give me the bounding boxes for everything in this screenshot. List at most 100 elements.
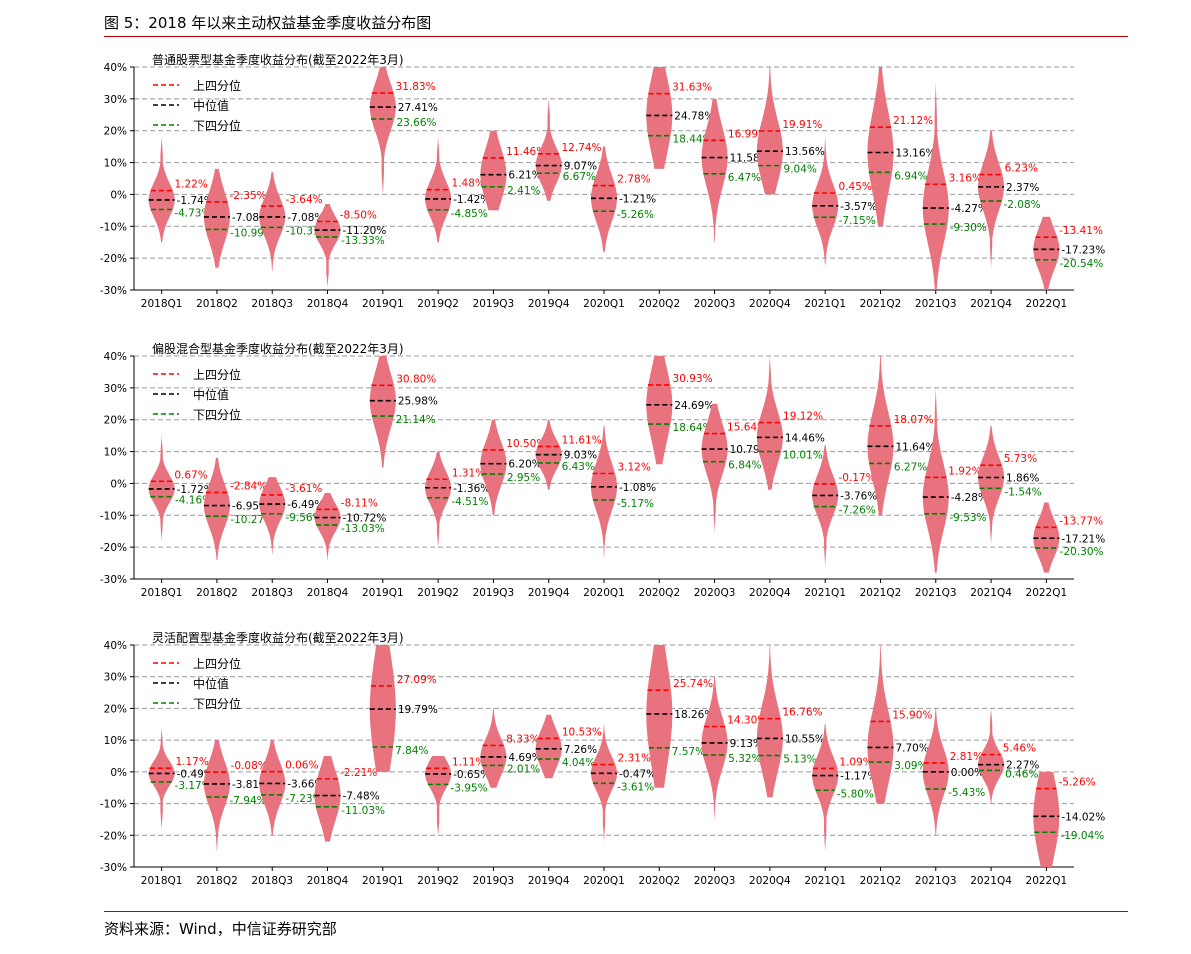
x-tick-label: 2018Q2 [196, 587, 238, 599]
violin-2021Q1 [812, 724, 839, 852]
x-tick-label: 2021Q3 [915, 875, 957, 887]
median-label: -7.08% [287, 212, 324, 224]
upper-quartile-label: 10.50% [506, 438, 546, 450]
median-label: 0.00% [951, 767, 984, 779]
lower-quartile-label: 2.41% [507, 185, 540, 197]
x-tick-label: 2019Q4 [528, 875, 570, 887]
y-tick-label: 40% [104, 62, 127, 74]
median-label: 7.70% [895, 742, 928, 754]
x-tick-label: 2020Q2 [638, 875, 680, 887]
lower-quartile-label: 21.14% [396, 414, 436, 426]
upper-quartile-label: 1.31% [452, 467, 485, 479]
lower-quartile-label: 9.04% [784, 164, 817, 176]
upper-quartile-label: 19.91% [782, 119, 822, 131]
upper-quartile-label: 2.31% [618, 753, 651, 765]
median-label: -4.28% [951, 492, 988, 504]
upper-quartile-label: 5.73% [1004, 453, 1037, 465]
lower-quartile-label: 2.01% [507, 763, 540, 775]
median-label: 1.86% [1006, 473, 1039, 485]
x-tick-label: 2020Q3 [694, 587, 736, 599]
violin-2020Q1 [591, 146, 617, 252]
y-tick-label: 0% [110, 478, 127, 490]
violin-2022Q1 [1033, 771, 1060, 867]
violin-2018Q2 [204, 457, 230, 560]
upper-quartile-label: 18.07% [894, 414, 934, 426]
x-tick-label: 2018Q2 [196, 875, 238, 887]
x-tick-label: 2019Q1 [362, 587, 404, 599]
x-tick-label: 2021Q1 [804, 875, 846, 887]
x-tick-label: 2022Q1 [1026, 298, 1068, 310]
legend-label: 中位值 [193, 98, 229, 113]
median-label: -17.23% [1061, 244, 1105, 256]
lower-quartile-label: 18.64% [673, 422, 713, 434]
lower-quartile-label: 2.95% [507, 472, 540, 484]
median-label: -1.36% [453, 483, 490, 495]
figure-title: 图 5：2018 年以来主动权益基金季度收益分布图 [104, 14, 432, 32]
x-tick-label: 2018Q4 [307, 875, 349, 887]
median-label: -0.47% [619, 768, 656, 780]
y-tick-label: -10% [100, 510, 127, 522]
median-label: 2.37% [1006, 182, 1039, 194]
x-tick-label: 2019Q2 [417, 875, 459, 887]
source-note: 资料来源：Wind，中信证券研究部 [104, 920, 337, 938]
median-label: 13.16% [895, 148, 935, 160]
violin-2018Q2 [203, 740, 230, 852]
upper-quartile-label: 10.53% [562, 726, 602, 738]
violin-2019Q2 [425, 451, 452, 548]
upper-quartile-label: 16.99% [728, 128, 768, 140]
y-tick-label: 40% [104, 640, 127, 652]
lower-quartile-label: -5.26% [617, 209, 654, 221]
y-tick-label: -10% [100, 799, 127, 811]
violin-2021Q3 [922, 708, 949, 836]
upper-quartile-label: 11.61% [562, 434, 602, 446]
x-tick-label: 2018Q4 [307, 587, 349, 599]
median-label: -1.08% [619, 482, 656, 494]
upper-quartile-label: -8.11% [341, 497, 378, 509]
median-label: -14.02% [1061, 811, 1105, 823]
lower-quartile-label: 4.04% [562, 757, 595, 769]
x-tick-label: 2020Q1 [583, 875, 625, 887]
upper-quartile-label: 2.81% [950, 751, 983, 763]
x-tick-label: 2021Q4 [970, 875, 1012, 887]
violin-2019Q2 [425, 756, 452, 836]
upper-quartile-label: 3.12% [617, 461, 650, 473]
upper-quartile-label: 12.74% [562, 142, 602, 154]
x-tick-label: 2019Q1 [362, 875, 404, 887]
lower-quartile-label: -19.04% [1060, 830, 1104, 842]
violin-2022Q1 [1033, 216, 1060, 290]
violin-2020Q3 [701, 676, 728, 820]
top-rule [104, 36, 1128, 37]
x-tick-label: 2021Q4 [970, 587, 1012, 599]
lower-quartile-label: 0.46% [1005, 768, 1038, 780]
median-label: -3.66% [287, 778, 324, 790]
y-tick-label: 30% [104, 94, 127, 106]
lower-quartile-label: -13.33% [341, 235, 385, 247]
violin-2018Q4 [314, 204, 341, 287]
lower-quartile-label: -4.16% [175, 495, 212, 507]
lower-quartile-label: 23.66% [396, 117, 436, 129]
upper-quartile-label: 0.67% [174, 469, 207, 481]
violin-2019Q3 [480, 130, 507, 211]
violin-2018Q1 [148, 727, 175, 829]
upper-quartile-label: 8.33% [506, 733, 539, 745]
lower-quartile-label: 5.13% [783, 754, 816, 766]
x-tick-label: 2021Q1 [804, 587, 846, 599]
x-tick-label: 2020Q1 [583, 587, 625, 599]
median-label: -3.57% [840, 201, 877, 213]
x-tick-label: 2019Q4 [528, 298, 570, 310]
lower-quartile-label: -7.15% [839, 215, 876, 227]
lower-quartile-label: 6.43% [562, 461, 595, 473]
lower-quartile-label: -1.54% [1005, 486, 1042, 498]
median-label: 4.69% [508, 752, 541, 764]
x-tick-label: 2019Q3 [473, 298, 515, 310]
median-label: 25.98% [398, 396, 438, 408]
upper-quartile-label: 5.46% [1003, 743, 1036, 755]
legend-label: 上四分位 [193, 78, 241, 93]
upper-quartile-label: -2.84% [230, 480, 267, 492]
chart-panel-2: 偏股混合型基金季度收益分布(截至2022年3月) -30% -20% -10% 0% 10… [100, 341, 1105, 599]
x-tick-label: 2020Q4 [749, 587, 791, 599]
chart-title: 普通股票型基金季度收益分布(截至2022年3月) [152, 52, 404, 67]
lower-quartile-label: -13.03% [341, 523, 385, 535]
median-label: -1.72% [177, 484, 214, 496]
lower-quartile-label: -9.56% [285, 512, 322, 524]
